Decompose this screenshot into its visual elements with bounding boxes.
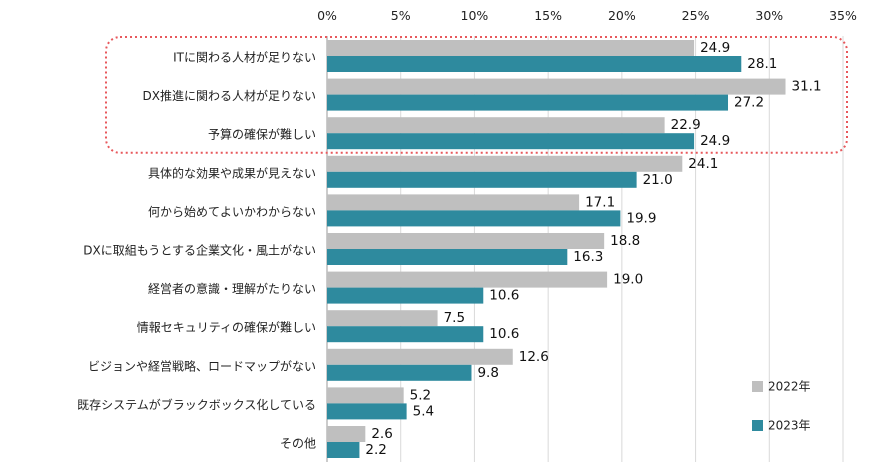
legend-label-2022: 2022年 (768, 380, 811, 394)
data-label-2022: 31.1 (792, 79, 822, 95)
bar-2022 (327, 271, 608, 288)
bar-2022 (327, 194, 580, 211)
data-label-2022: 24.9 (700, 40, 730, 56)
bar-2023 (327, 249, 568, 265)
legend-swatch-2022 (752, 381, 763, 392)
x-tick-label: 25% (682, 8, 710, 23)
data-label-2022: 7.5 (444, 310, 465, 326)
x-tick-label: 30% (755, 8, 783, 23)
x-tick-label: 5% (391, 8, 411, 23)
x-tick-label: 35% (829, 8, 857, 23)
category-label: DX推進に関わる人材が足りない (143, 88, 316, 103)
data-label-2023: 5.4 (413, 403, 434, 419)
data-label-2022: 18.8 (610, 233, 640, 249)
data-label-2022: 12.6 (519, 349, 549, 365)
bar-2023 (327, 56, 742, 72)
data-label-2023: 19.9 (626, 210, 656, 226)
bar-2023 (327, 94, 729, 111)
data-label-2022: 24.1 (688, 156, 718, 172)
bar-2022 (327, 310, 438, 327)
data-label-2023: 21.0 (643, 172, 673, 188)
bar-2023 (327, 133, 695, 150)
data-label-2022: 19.0 (613, 272, 643, 288)
data-label-2022: 17.1 (585, 194, 615, 210)
bar-2022 (327, 117, 665, 134)
legend-label-2023: 2023年 (768, 419, 811, 433)
category-label: 何から始めてよいかわからない (148, 205, 316, 219)
bar-2022 (327, 348, 513, 365)
data-label-2023: 24.9 (700, 133, 730, 149)
data-label-2023: 28.1 (747, 56, 777, 72)
x-tick-label: 15% (534, 8, 562, 23)
bar-2022 (327, 387, 404, 404)
bar-2023 (327, 364, 472, 381)
data-label-2023: 9.8 (477, 365, 498, 381)
bar-2022 (327, 40, 695, 56)
category-label: ビジョンや経営戦略、ロードマップがない (88, 358, 316, 373)
legend-swatch-2023 (752, 420, 763, 431)
highlight-box (105, 36, 848, 154)
data-label-2023: 10.6 (489, 288, 519, 304)
category-label: その他 (280, 437, 316, 451)
bar-2023 (327, 442, 360, 458)
category-label: 経営者の意識・理解がたりない (148, 281, 316, 296)
bar-2022 (327, 155, 683, 172)
x-tick-label: 0% (317, 8, 337, 23)
bar-2023 (327, 403, 407, 420)
bar-2022 (327, 426, 366, 442)
bar-2023 (327, 171, 637, 188)
data-label-2023: 27.2 (734, 95, 764, 111)
data-label-2023: 16.3 (573, 249, 603, 265)
x-tick-label: 10% (461, 8, 489, 23)
data-label-2023: 10.6 (489, 326, 519, 342)
bar-2023 (327, 287, 484, 304)
bar-2022 (327, 78, 786, 95)
category-label: 既存システムがブラックボックス化している (77, 397, 316, 412)
data-label-2022: 5.2 (410, 387, 431, 403)
bar-2022 (327, 233, 605, 249)
category-label: 具体的な効果や成果が見えない (148, 165, 316, 180)
category-label: 予算の確保が難しい (208, 127, 316, 142)
category-label: 情報セキュリティの確保が難しい (137, 320, 316, 335)
category-label: ITに関わる人材が足りない (173, 50, 316, 65)
data-label-2022: 2.6 (371, 426, 392, 442)
category-label: DXに取組もうとする企業文化・風土がない (83, 243, 316, 258)
data-label-2022: 22.9 (671, 117, 701, 133)
bar-2023 (327, 326, 484, 343)
bar-2023 (327, 210, 621, 227)
data-label-2023: 2.2 (365, 442, 386, 458)
x-tick-label: 20% (608, 8, 636, 23)
